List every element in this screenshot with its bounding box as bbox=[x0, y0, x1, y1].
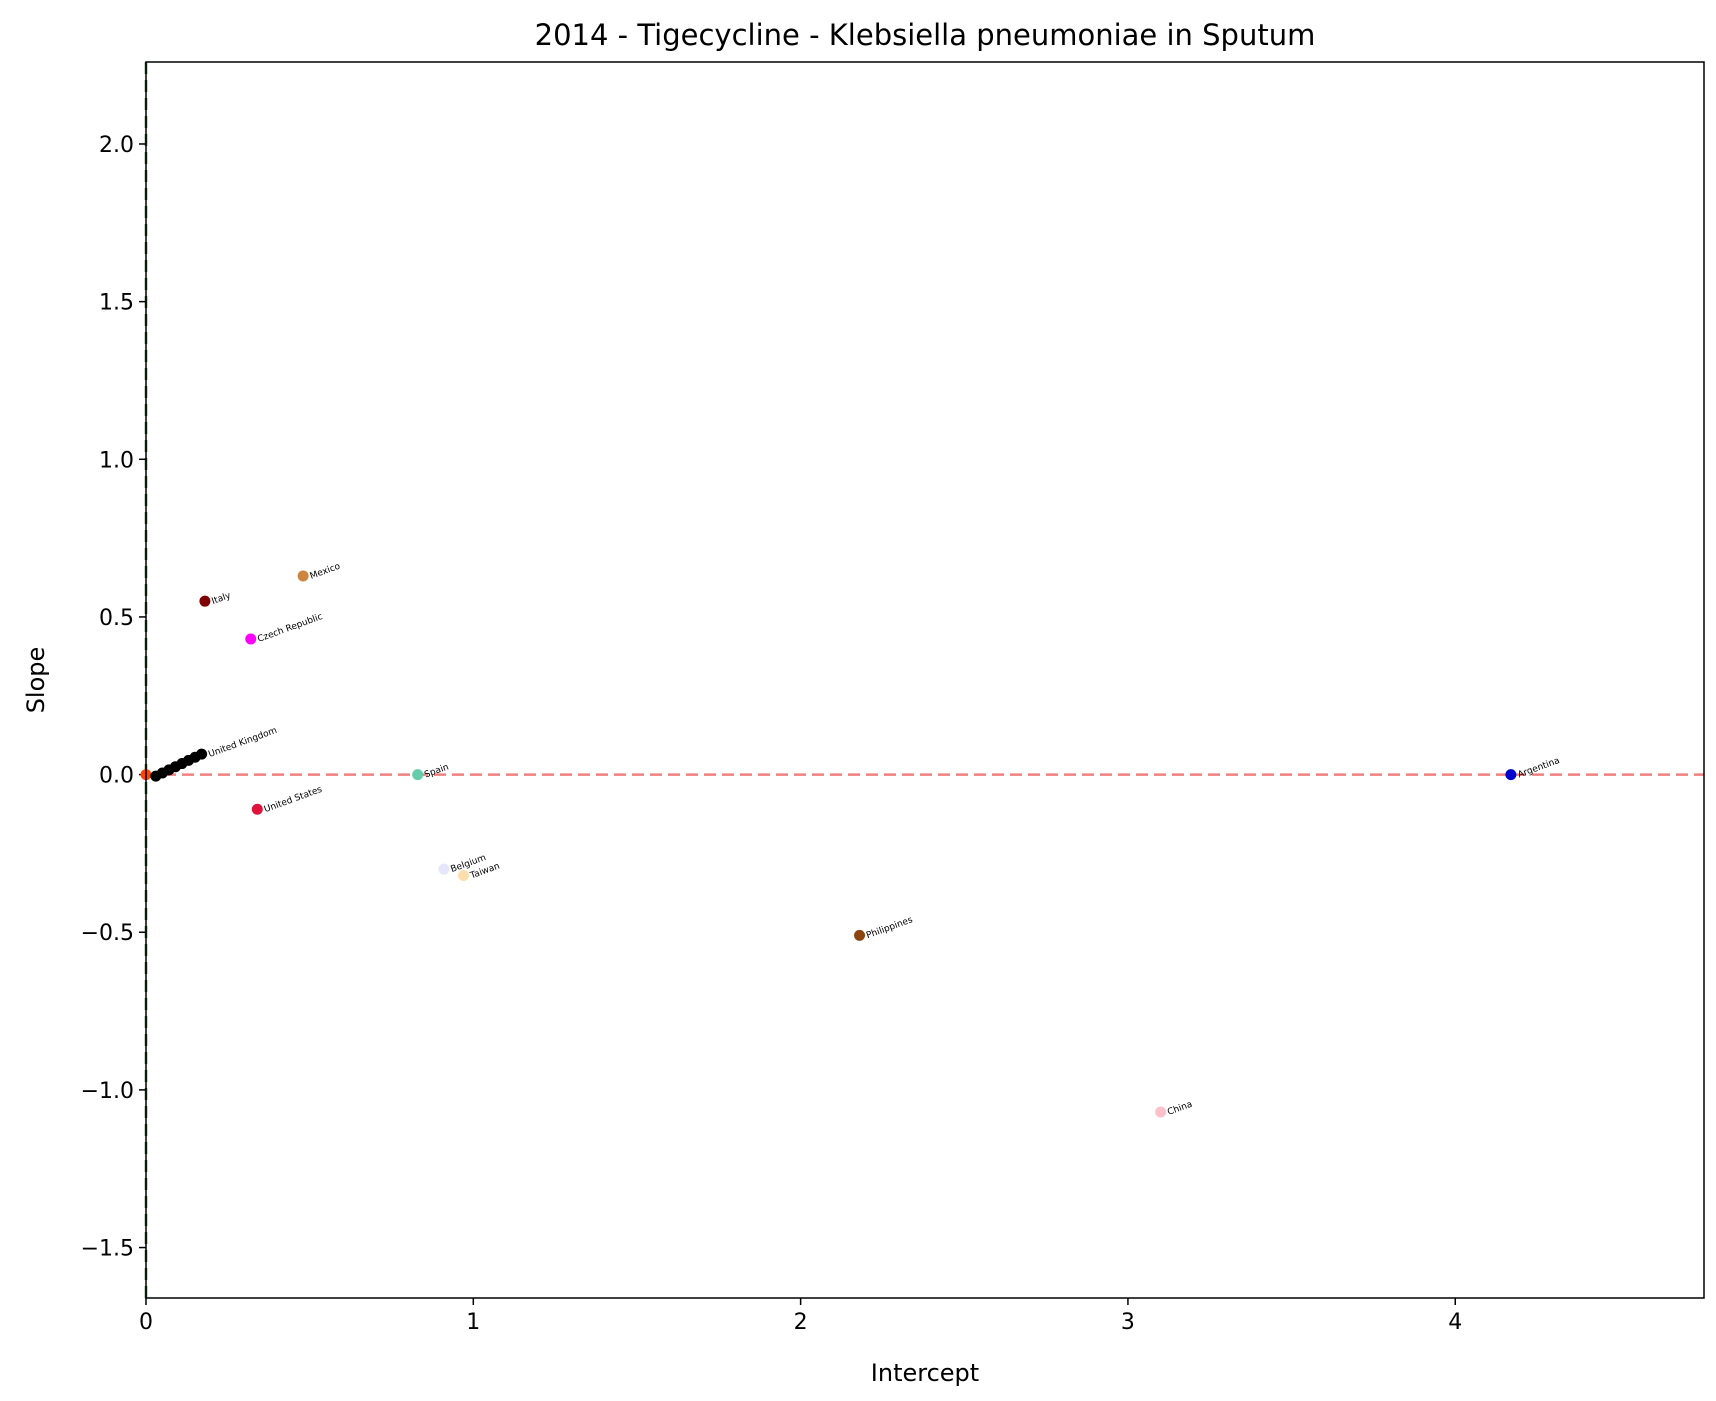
y-tick-label: −1.0 bbox=[81, 1079, 134, 1104]
data-point bbox=[245, 633, 257, 645]
y-axis-label: Slope bbox=[22, 647, 50, 714]
x-tick-label: 1 bbox=[466, 1310, 480, 1335]
y-tick-label: 1.0 bbox=[99, 448, 134, 473]
data-point bbox=[1155, 1106, 1167, 1118]
x-tick-label: 0 bbox=[139, 1310, 153, 1335]
data-point bbox=[1505, 769, 1517, 781]
data-point bbox=[297, 570, 309, 582]
plot-area-frame bbox=[145, 61, 1705, 1299]
x-tick-label: 4 bbox=[1448, 1310, 1462, 1335]
data-point bbox=[251, 803, 263, 815]
data-point bbox=[854, 929, 866, 941]
y-tick-label: 0.0 bbox=[99, 764, 134, 789]
data-points bbox=[140, 570, 1517, 1118]
data-point bbox=[199, 595, 211, 607]
data-point bbox=[196, 748, 208, 760]
y-tick-label: 1.5 bbox=[99, 291, 134, 316]
axis-ticks: 0 1 2 3 4 −1.5 −1.0 −0.5 0.0 0.5 1.0 1.5 2.0 bbox=[81, 133, 1463, 1335]
y-tick-label: 0.5 bbox=[99, 606, 134, 631]
y-tick-label: −1.5 bbox=[81, 1237, 134, 1262]
data-point bbox=[412, 769, 424, 781]
chart-title: 2014 - Tigecycline - Klebsiella pneumoni… bbox=[535, 18, 1316, 52]
y-tick-label: −0.5 bbox=[81, 921, 134, 946]
x-tick-label: 3 bbox=[1121, 1310, 1135, 1335]
x-tick-label: 2 bbox=[794, 1310, 808, 1335]
y-tick-label: 2.0 bbox=[99, 133, 134, 158]
data-point bbox=[438, 863, 450, 875]
x-axis-label: Intercept bbox=[871, 1359, 979, 1387]
data-point bbox=[457, 869, 469, 881]
